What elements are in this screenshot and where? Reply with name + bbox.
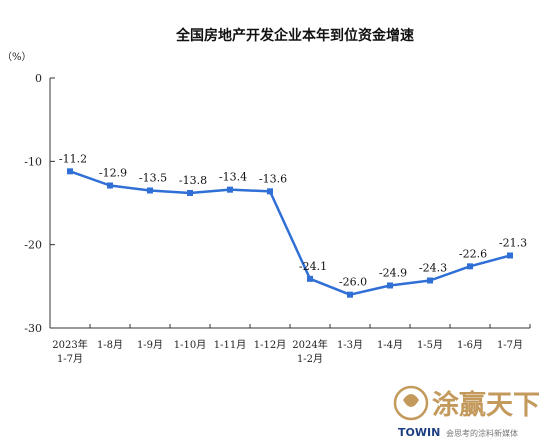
data-label: -13.6 [259, 172, 287, 185]
data-label: -13.8 [179, 174, 207, 187]
x-tick-label: 2024年 [292, 338, 327, 351]
x-tick-label: 1-6月 [457, 339, 483, 351]
data-label: -26.0 [339, 276, 367, 289]
data-label: -12.9 [99, 167, 127, 180]
y-tick-label: -30 [24, 322, 42, 335]
series-line [69, 170, 511, 296]
x-tick-label: 1-3月 [337, 339, 363, 351]
x-tick-label: 1-5月 [417, 339, 443, 351]
data-point [347, 291, 353, 298]
data-point [387, 282, 393, 289]
chart-title: 全国房地产开发企业本年到位资金增速 [175, 27, 414, 44]
x-tick-label: 1-7月 [497, 339, 523, 351]
y-tick-label: -10 [24, 155, 42, 168]
data-label: -22.6 [459, 247, 487, 260]
watermark-brand: 涂赢天下 [432, 389, 540, 421]
data-label: -24.9 [379, 267, 407, 280]
data-label: -24.3 [419, 262, 447, 275]
watermark: 涂赢天下 TOWIN 会思考的涂料新媒体 [393, 385, 540, 439]
x-tick-label: 1-12月 [254, 339, 286, 351]
data-point [107, 182, 113, 189]
data-label: -13.5 [139, 172, 167, 185]
data-label: -24.1 [299, 260, 327, 273]
data-point [467, 263, 473, 270]
data-label: -11.2 [59, 152, 87, 165]
watermark-en: TOWIN [398, 426, 440, 439]
x-tick-label: 2023年 [52, 338, 87, 351]
x-tick-label: 1-8月 [97, 339, 123, 351]
x-tick-label: 1-11月 [214, 339, 246, 351]
data-point [267, 188, 273, 195]
data-point [187, 190, 193, 196]
x-tick-label: 1-10月 [174, 339, 206, 351]
data-point [227, 186, 233, 193]
data-point [147, 187, 153, 194]
x-tick-label: 1-4月 [377, 339, 403, 351]
x-tick-label: 1-9月 [137, 339, 163, 351]
y-tick-label: 0 [35, 72, 42, 85]
y-tick-label: -20 [24, 239, 42, 252]
towin-logo-mark [403, 394, 419, 407]
y-axis-unit: （%） [2, 51, 32, 63]
y-tick-group: 0 -10 -20 -30 [24, 72, 55, 335]
data-point [507, 252, 513, 259]
watermark-slogan: 会思考的涂料新媒体 [446, 428, 518, 438]
towin-logo-icon [393, 385, 429, 421]
data-label: -21.3 [499, 237, 527, 250]
data-point [427, 277, 433, 284]
series-group: -11.2 -12.9 -13.5 -13.8 -13.4 -13.6 -24.1 -26.0… [59, 152, 527, 298]
data-label: -13.4 [219, 171, 247, 184]
data-point [307, 275, 313, 282]
data-point [67, 168, 73, 175]
x-tick-group: 2023年 1-7月 1-8月 1-9月 1-10月 1-11月 1-12月 2024年 1-2… [49, 324, 531, 365]
x-tick-label: 1-2月 [297, 353, 323, 365]
x-tick-label: 1-7月 [57, 353, 83, 365]
